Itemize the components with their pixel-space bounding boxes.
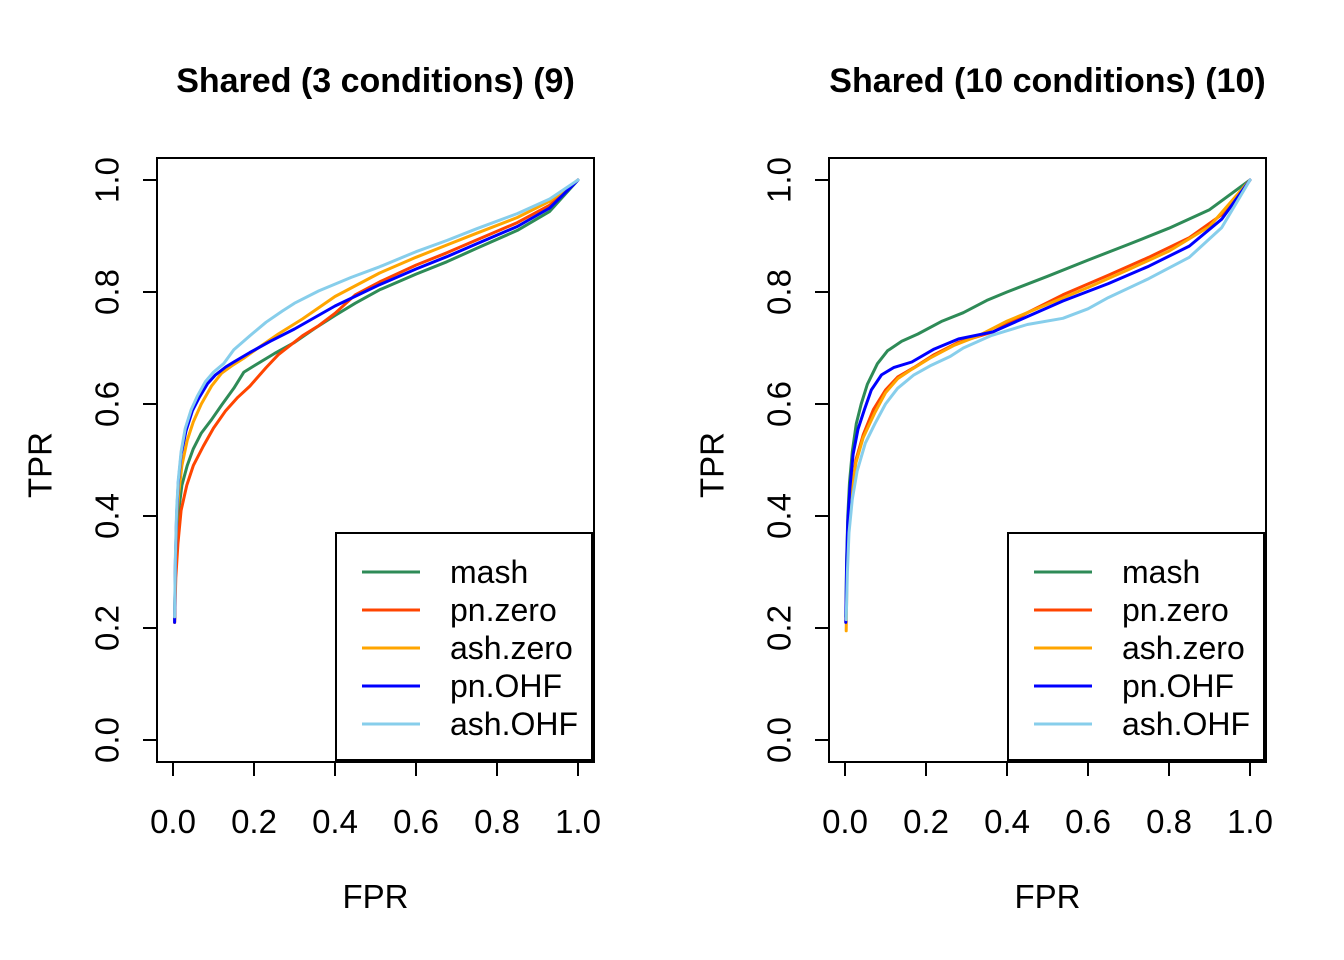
legend-label-pn.zero: pn.zero bbox=[450, 592, 557, 628]
x-tick-label: 0.4 bbox=[984, 803, 1030, 840]
x-tick-label: 1.0 bbox=[555, 803, 601, 840]
legend-label-ash.OHF: ash.OHF bbox=[450, 706, 578, 742]
series-line-ash.OHF bbox=[844, 178, 1252, 622]
y-tick-label: 0.0 bbox=[761, 717, 798, 763]
legend-label-pn.OHF: pn.OHF bbox=[450, 668, 562, 704]
series-line-mash bbox=[173, 178, 580, 622]
legend-label-mash: mash bbox=[1122, 554, 1200, 590]
x-tick-label: 0.6 bbox=[1065, 803, 1111, 840]
y-tick-label: 0.0 bbox=[89, 717, 126, 763]
y-tick-label: 0.4 bbox=[89, 493, 126, 539]
x-tick-label: 0.0 bbox=[822, 803, 868, 840]
series-line-ash.OHF bbox=[173, 178, 580, 619]
series-line-ash.zero bbox=[844, 178, 1252, 633]
legend-label-pn.OHF: pn.OHF bbox=[1122, 668, 1234, 704]
x-tick-label: 1.0 bbox=[1227, 803, 1273, 840]
series-line-ash.zero bbox=[173, 178, 580, 624]
y-tick-label: 0.2 bbox=[89, 605, 126, 651]
y-tick-label: 0.8 bbox=[89, 269, 126, 315]
panel-title: Shared (10 conditions) (10) bbox=[829, 62, 1265, 100]
y-axis-label-tpr: TPR bbox=[22, 432, 59, 498]
x-tick-label: 0.6 bbox=[393, 803, 439, 840]
x-tick-label: 0.0 bbox=[150, 803, 196, 840]
panel-title: Shared (3 conditions) (9) bbox=[176, 62, 575, 100]
plot-box bbox=[828, 157, 1267, 763]
x-tick-label: 0.8 bbox=[1146, 803, 1192, 840]
y-tick-label: 0.6 bbox=[89, 381, 126, 427]
x-tick-label: 0.2 bbox=[231, 803, 277, 840]
y-tick-label: 0.8 bbox=[761, 269, 798, 315]
x-tick-label: 0.4 bbox=[312, 803, 358, 840]
y-tick-label: 0.2 bbox=[761, 605, 798, 651]
legend-label-pn.zero: pn.zero bbox=[1122, 592, 1229, 628]
y-tick-label: 1.0 bbox=[89, 157, 126, 203]
series-line-pn.OHF bbox=[844, 178, 1252, 624]
y-axis-label-tpr: TPR bbox=[694, 432, 731, 498]
legend-label-ash.zero: ash.zero bbox=[1122, 630, 1245, 666]
y-tick-label: 0.4 bbox=[761, 493, 798, 539]
x-tick-label: 0.8 bbox=[474, 803, 520, 840]
x-axis-label-fpr: FPR bbox=[343, 878, 409, 915]
legend-label-ash.OHF: ash.OHF bbox=[1122, 706, 1250, 742]
plot-box bbox=[156, 157, 595, 763]
series-line-pn.zero bbox=[173, 178, 580, 624]
legend-label-mash: mash bbox=[450, 554, 528, 590]
y-tick-label: 1.0 bbox=[761, 157, 798, 203]
y-tick-label: 0.6 bbox=[761, 381, 798, 427]
x-tick-label: 0.2 bbox=[903, 803, 949, 840]
x-axis-label-fpr: FPR bbox=[1015, 878, 1081, 915]
legend-label-ash.zero: ash.zero bbox=[450, 630, 573, 666]
